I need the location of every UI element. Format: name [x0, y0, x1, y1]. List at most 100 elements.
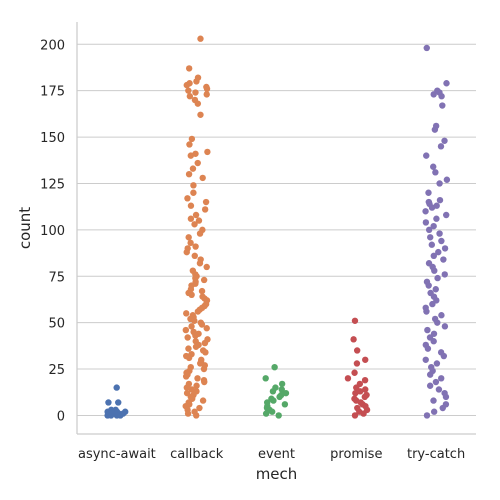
data-point: [279, 381, 285, 387]
data-point: [105, 399, 111, 405]
data-point: [429, 301, 435, 307]
data-point: [263, 410, 269, 416]
data-point: [192, 332, 198, 338]
data-point: [434, 275, 440, 281]
data-point: [443, 212, 449, 218]
data-point: [197, 260, 203, 266]
y-tick-label: 25: [48, 363, 65, 378]
data-point: [271, 364, 277, 370]
data-point: [185, 410, 191, 416]
data-point: [184, 82, 190, 88]
data-point: [432, 126, 438, 132]
data-point: [184, 334, 190, 340]
data-point: [427, 383, 433, 389]
data-point: [192, 243, 198, 249]
data-point: [113, 384, 119, 390]
data-point: [189, 136, 195, 142]
data-point: [197, 36, 203, 42]
data-point: [438, 143, 444, 149]
data-point: [199, 288, 205, 294]
data-point: [201, 379, 207, 385]
data-point: [354, 360, 360, 366]
data-point: [442, 245, 448, 251]
data-point: [424, 327, 430, 333]
data-point: [282, 401, 288, 407]
data-point: [115, 399, 121, 405]
y-tick-labels: 0255075100125150175200: [40, 38, 65, 424]
y-tick-label: 175: [40, 85, 65, 100]
data-point: [185, 87, 191, 93]
data-point: [184, 195, 190, 201]
data-point: [262, 375, 268, 381]
data-point: [201, 366, 207, 372]
data-point: [425, 282, 431, 288]
data-point: [114, 412, 120, 418]
data-point: [429, 242, 435, 248]
y-axis-label: count: [16, 207, 34, 249]
data-point: [431, 409, 437, 415]
data-point: [185, 345, 191, 351]
data-point: [438, 238, 444, 244]
data-point: [204, 325, 210, 331]
data-point: [193, 412, 199, 418]
y-tick-label: 125: [40, 177, 65, 192]
data-point: [202, 349, 208, 355]
data-points: [104, 36, 450, 419]
x-tick-label: try-catch: [407, 447, 465, 462]
data-point: [423, 308, 429, 314]
x-tick-label: event: [258, 447, 295, 462]
data-point: [183, 327, 189, 333]
data-point: [190, 165, 196, 171]
x-axis-label: mech: [256, 465, 298, 483]
data-point: [437, 197, 443, 203]
data-point: [431, 91, 437, 97]
data-point: [441, 138, 447, 144]
data-point: [276, 394, 282, 400]
data-point: [183, 373, 189, 379]
data-point: [432, 169, 438, 175]
data-point: [192, 253, 198, 259]
data-point: [204, 264, 210, 270]
data-point: [204, 149, 210, 155]
data-point: [425, 190, 431, 196]
data-point: [436, 180, 442, 186]
data-point: [439, 102, 445, 108]
data-point: [190, 182, 196, 188]
data-point: [190, 190, 196, 196]
grid-lines: [77, 44, 476, 415]
data-point: [438, 375, 444, 381]
data-point: [184, 249, 190, 255]
data-point: [351, 370, 357, 376]
data-point: [192, 89, 198, 95]
data-point: [188, 292, 194, 298]
x-tick-label: async-await: [78, 447, 156, 462]
data-point: [443, 80, 449, 86]
data-point: [423, 219, 429, 225]
data-point: [425, 345, 431, 351]
data-point: [440, 256, 446, 262]
y-tick-label: 75: [48, 270, 65, 285]
data-point: [200, 397, 206, 403]
data-point: [269, 409, 275, 415]
data-point: [200, 175, 206, 181]
data-point: [433, 379, 439, 385]
data-point: [431, 267, 437, 273]
data-point: [195, 100, 201, 106]
x-tick-label: promise: [330, 447, 382, 462]
data-point: [345, 375, 351, 381]
data-point: [430, 397, 436, 403]
axes: [77, 22, 476, 434]
data-point: [186, 355, 192, 361]
data-point: [270, 397, 276, 403]
data-point: [352, 412, 358, 418]
data-point: [424, 412, 430, 418]
data-point: [427, 371, 433, 377]
data-point: [442, 271, 448, 277]
data-point: [188, 152, 194, 158]
data-point: [185, 234, 191, 240]
data-point: [201, 277, 207, 283]
data-point: [423, 152, 429, 158]
data-point: [188, 216, 194, 222]
data-point: [438, 312, 444, 318]
